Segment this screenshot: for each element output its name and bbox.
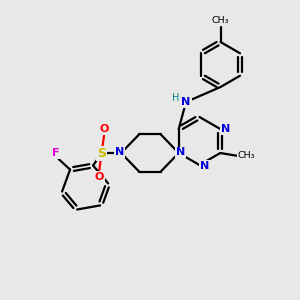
Text: CH₃: CH₃ <box>238 152 255 160</box>
Text: N: N <box>221 124 230 134</box>
Text: N: N <box>115 147 124 158</box>
Text: O: O <box>99 124 109 134</box>
Text: S: S <box>97 146 106 160</box>
Text: N: N <box>182 97 190 107</box>
Text: N: N <box>176 147 185 158</box>
Text: H: H <box>172 93 179 103</box>
Text: F: F <box>52 148 59 158</box>
Text: CH₃: CH₃ <box>212 16 229 25</box>
Text: N: N <box>200 160 209 171</box>
Text: O: O <box>94 172 104 182</box>
